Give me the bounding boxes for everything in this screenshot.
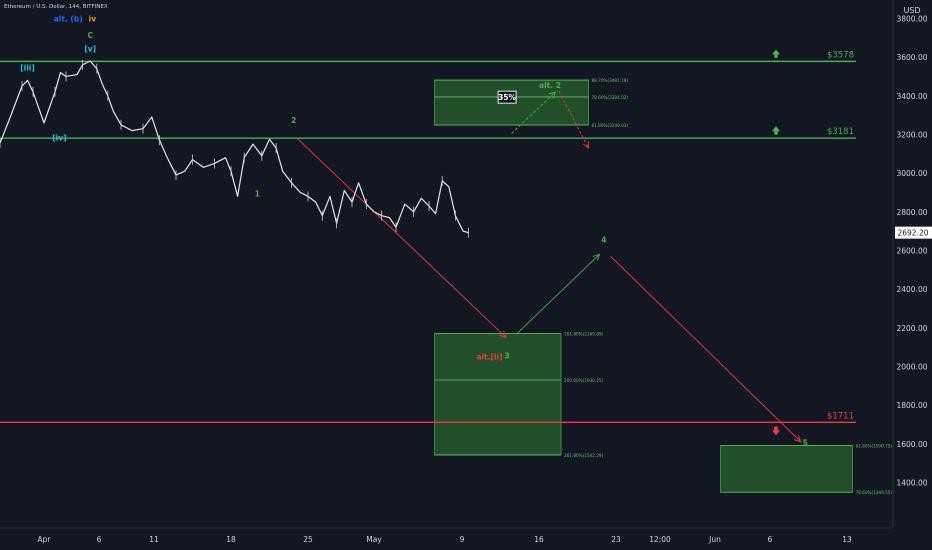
currency-label: USD [903, 6, 920, 15]
current-price-label: 2692.20 [897, 229, 928, 238]
projection-arrow-1 [516, 254, 600, 334]
fib-level-label: 61.80%(3249.03) [592, 123, 629, 128]
wave-label: 5 [803, 439, 808, 448]
y-tick-label: 2800.00 [896, 208, 927, 217]
x-tick-label: 6 [768, 535, 773, 544]
arrow-head [499, 330, 507, 339]
fib-zone-1 [434, 333, 562, 456]
wave-label: C [87, 31, 93, 40]
fib-level-label: 78.60%(1349.55) [856, 490, 893, 495]
up-arrow-icon [772, 126, 780, 135]
wave-label: 2 [291, 116, 296, 125]
fib-zones: 88.70%(3481.18) 78.60%(3394.02) 61.80%(324… [434, 78, 893, 495]
projection-arrows [296, 90, 802, 443]
x-tick-label: 23 [611, 535, 621, 544]
projection-arrow-3 [511, 91, 556, 134]
x-tick-label: Jun [708, 535, 721, 544]
symbol-title: Ethereum / U.S. Dollar, 144, BITFINEX [4, 4, 108, 10]
y-tick-label: 2200.00 [896, 324, 927, 333]
y-tick-label: 3200.00 [896, 130, 927, 139]
level-label: $1711 [827, 411, 854, 421]
probability-label: 35% [498, 93, 516, 102]
wave-label: alt.[ii] [476, 353, 502, 362]
y-tick-label: 1800.00 [896, 401, 927, 410]
y-tick-label: 1400.00 [896, 478, 927, 487]
x-tick-label: Apr [38, 535, 52, 544]
wave-label: alt. (b) [54, 14, 83, 23]
wave-label: 3 [504, 352, 509, 361]
y-tick-label: 1600.00 [896, 440, 927, 449]
wave-label: iv [89, 14, 97, 23]
wave-label: [iii] [20, 64, 35, 73]
arrow-head [582, 140, 589, 149]
fib-level-label: 78.60%(3394.02) [592, 95, 629, 100]
up-arrow-icon [772, 49, 780, 58]
arrow-head [548, 91, 557, 99]
price-line [0, 60, 469, 234]
y-tick-label: 3800.00 [896, 14, 927, 23]
x-tick-label: 11 [149, 535, 159, 544]
horizontal-levels: $3578 $3181 $1711 [0, 49, 856, 436]
price-axis-background [893, 0, 932, 550]
projection-arrow-2 [610, 255, 802, 443]
level-label: $3578 [827, 50, 854, 60]
projection-arrow-4 [558, 90, 589, 149]
projection-arrow-0 [296, 137, 507, 338]
y-tick-label: 3000.00 [896, 169, 927, 178]
y-tick-label: 3400.00 [896, 92, 927, 101]
wave-label: [iv] [52, 133, 66, 142]
price-series [0, 59, 470, 238]
y-tick-label: 2400.00 [896, 285, 927, 294]
x-tick-label: 18 [226, 535, 236, 544]
x-tick-label: 9 [460, 535, 465, 544]
wave-label: [v] [84, 44, 96, 53]
x-tick-label: 25 [303, 535, 313, 544]
fib-level-label: 261.80%(1542.29) [564, 453, 604, 458]
wave-label: 4 [601, 236, 606, 245]
wave-label: alt. 2 [539, 81, 561, 90]
wave-labels: 35% alt. (b) iv C [v] [iii] [iv] 1 2 alt. 2 alt.[i… [20, 14, 808, 447]
arrow-head [592, 253, 601, 262]
fib-level-label: 200.00%(1930.15) [564, 378, 604, 383]
fib-level-label: 88.70%(3481.18) [592, 78, 629, 83]
x-tick-label: 16 [534, 535, 544, 544]
wave-label: 1 [255, 189, 260, 198]
fib-level-label: 161.80%(2169.89) [564, 332, 604, 337]
arrow-head [794, 435, 802, 443]
current-price-badge [895, 226, 932, 239]
down-arrow-icon [772, 426, 780, 436]
fib-level-label: 61.80%(1590.75) [856, 444, 893, 449]
level-label: $3181 [827, 127, 854, 137]
y-tick-label: 2000.00 [896, 362, 927, 371]
probability-box [497, 90, 517, 104]
x-tick-label: 13 [842, 535, 852, 544]
fib-zone-2 [720, 445, 853, 493]
x-tick-label: 6 [97, 535, 102, 544]
y-tick-label: 3600.00 [896, 53, 927, 62]
x-tick-label: May [366, 535, 382, 544]
x-tick-label: 12:00 [649, 535, 671, 544]
y-tick-label: 2600.00 [896, 246, 927, 255]
